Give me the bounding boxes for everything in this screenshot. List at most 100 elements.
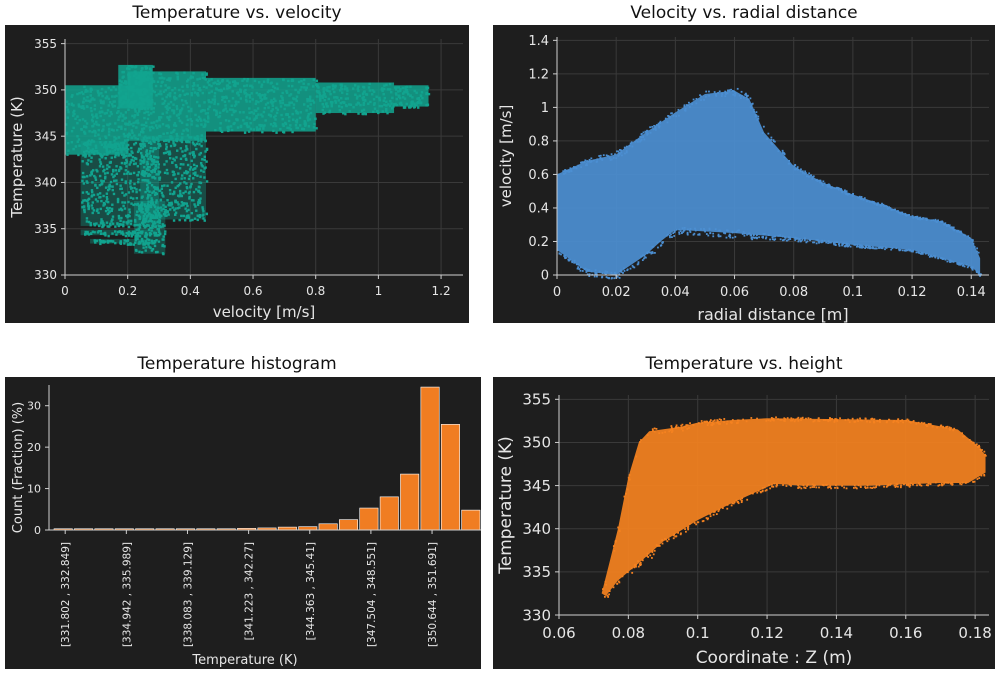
chart-2-point (829, 185, 831, 188)
chart-2-point (804, 237, 806, 240)
chart-1-point (132, 159, 135, 162)
chart-2-point (664, 117, 667, 120)
chart-2-point (698, 233, 701, 236)
chart-4-point (634, 565, 637, 568)
chart-4-point (707, 517, 709, 520)
chart-2-point (636, 263, 639, 266)
chart-2-point (873, 247, 876, 250)
chart-1-point (157, 139, 160, 143)
chart-1-point (196, 214, 199, 217)
chart-4-point (735, 422, 738, 424)
chart-2-point (763, 233, 766, 235)
chart-2-point (713, 91, 716, 93)
chart-2-point (971, 266, 974, 269)
chart-1-point (147, 243, 150, 246)
chart-2-point (560, 253, 562, 256)
chart-4-point (809, 418, 812, 420)
chart-1-xtick-label: 0 (61, 284, 69, 298)
chart-1-point (174, 207, 177, 210)
chart-2-point (694, 229, 697, 232)
chart-1-point (130, 202, 133, 205)
chart-2-point (728, 89, 731, 92)
chart-1-point (114, 241, 117, 245)
chart-2-point (880, 204, 883, 206)
chart-1-point (145, 150, 148, 154)
chart-1-point (182, 163, 185, 166)
chart-1-point (124, 180, 127, 183)
chart-2-point (652, 128, 655, 131)
chart-1-point (205, 180, 209, 183)
chart-4-point (633, 566, 636, 569)
chart-2-ytick-label: 0 (541, 269, 549, 284)
chart-1-point (150, 213, 153, 217)
chart-2-point (599, 157, 602, 160)
chart-1-point (123, 201, 127, 204)
chart-1-point (119, 184, 122, 187)
chart-2-point (580, 161, 582, 164)
chart-1-point (150, 197, 153, 200)
chart-1-point (85, 232, 88, 235)
chart-2-point (640, 136, 643, 139)
chart-2-point (736, 229, 739, 232)
chart-4-ylabel: Temperature (K) (496, 436, 516, 575)
chart-1-point (143, 160, 146, 163)
chart-1-point (149, 150, 152, 153)
chart-1-point (104, 234, 107, 237)
chart-1-point (185, 147, 188, 150)
chart-1-point (127, 220, 130, 224)
chart-1-point (199, 169, 203, 172)
chart-1-point (121, 230, 124, 234)
chart-1-point (147, 212, 151, 215)
chart-2-point (709, 232, 712, 235)
chart-1-point (144, 225, 148, 228)
chart-1-point (203, 158, 206, 162)
chart-1-point (167, 213, 170, 216)
chart-1-point (199, 175, 202, 178)
chart-1-point (119, 240, 122, 243)
chart-1-point (104, 157, 107, 160)
chart-1-point (138, 235, 142, 238)
chart-4-point (794, 418, 797, 421)
chart-4-point (721, 507, 724, 509)
chart-1-point (179, 157, 183, 161)
chart-4-point (894, 486, 897, 488)
chart-4-point (711, 424, 714, 427)
chart-2-point (654, 128, 657, 131)
chart-1-point (202, 210, 205, 213)
chart-4-point (784, 418, 787, 420)
chart-4-point (608, 590, 611, 593)
chart-4-point (646, 552, 649, 555)
chart-2-point (581, 270, 584, 272)
chart-2-point (750, 104, 753, 107)
chart-4-point (963, 435, 966, 438)
chart-2-point (667, 115, 669, 117)
chart-2-point (570, 170, 573, 173)
chart-1-point (143, 158, 146, 161)
chart-2-point (920, 252, 922, 255)
chart-2-point (752, 233, 755, 236)
chart-2-point (762, 125, 765, 128)
chart-1-point (153, 204, 156, 207)
chart-2-point (771, 143, 774, 146)
chart-4-point (625, 492, 627, 495)
chart-2-point (867, 246, 869, 249)
chart-2-point (634, 140, 637, 143)
chart-2-point (586, 268, 589, 271)
chart-1-point (174, 177, 177, 181)
chart-2-point (921, 252, 924, 255)
chart-1-point (99, 229, 102, 233)
chart-4-point (864, 417, 867, 420)
chart-2-point (683, 226, 686, 229)
chart-2-point (646, 129, 648, 132)
chart-1-point (186, 171, 190, 174)
chart-2-point (930, 255, 932, 258)
chart-1-point (173, 173, 176, 176)
chart-4-point (907, 419, 910, 422)
histogram-bar (318, 523, 338, 531)
chart-1-point (144, 212, 147, 216)
chart-4-point (709, 513, 712, 515)
chart-1-point (138, 250, 141, 254)
chart-1-point (127, 230, 131, 234)
chart-1-point (104, 186, 108, 189)
chart-4-point (687, 526, 689, 529)
